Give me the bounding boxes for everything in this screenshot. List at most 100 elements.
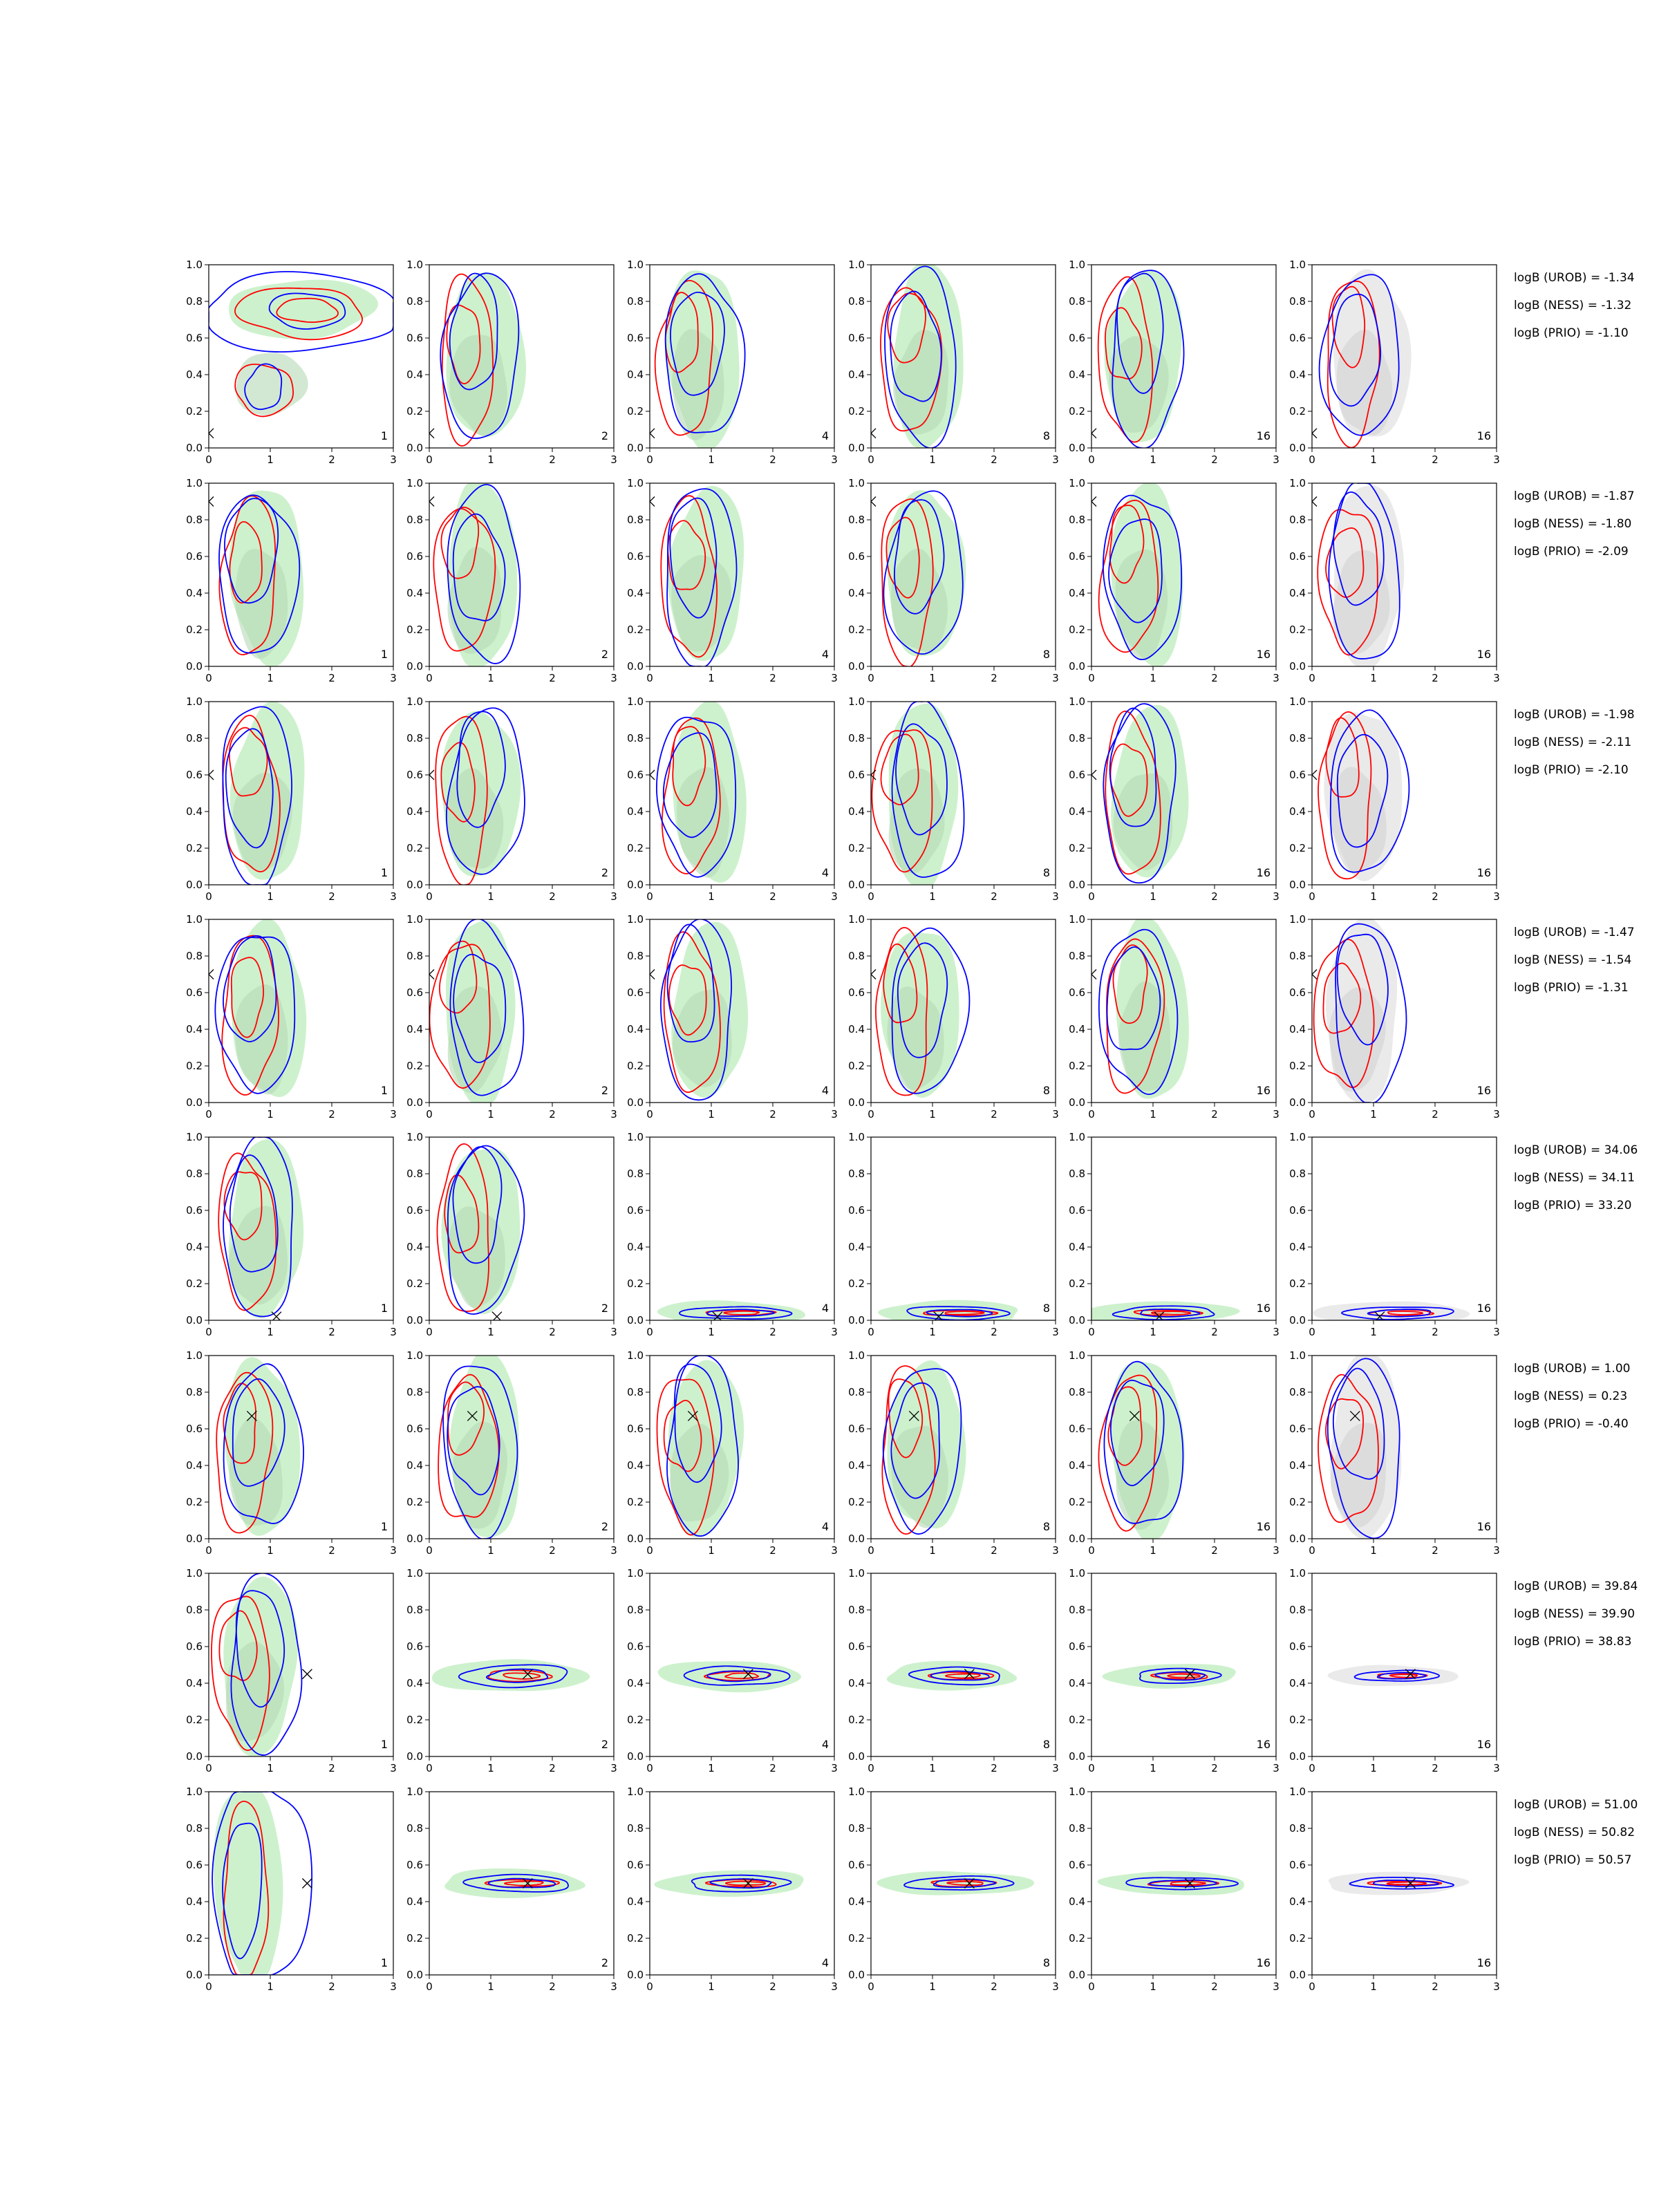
y-tick-label: 0.4	[848, 805, 865, 818]
red-contour	[446, 304, 481, 384]
panel-r8-c1: 0 1 2 3 0.0 0.2 0.4 0.6 0.8 1.0 1	[186, 1785, 397, 1993]
x-tick-label: 0	[646, 890, 653, 903]
y-tick-label: 0.4	[1289, 368, 1306, 381]
bayes-factor-label: logB (UROB) = -1.98	[1514, 708, 1635, 722]
axes-frame	[1311, 482, 1497, 667]
panel-r6-c5: 0 1 2 3 0.0 0.2 0.4 0.6 0.8 1.0 16	[1069, 1349, 1280, 1557]
red-contour	[1318, 711, 1372, 880]
y-tick-label: 0.6	[186, 986, 203, 999]
panel-row-1: 0 1 2 30.00.20.40.60.81.010 1 2 30.00.20.40.60…	[186, 259, 1634, 466]
y-tick-label: 0.2	[186, 1932, 203, 1944]
panel-number-label: 16	[1257, 1520, 1271, 1533]
y-tick-label: 0.8	[1069, 1604, 1085, 1616]
x-tick-label: 1	[708, 672, 715, 684]
y-tick-label: 0.0	[848, 1533, 865, 1545]
axes-frame	[208, 482, 394, 667]
red-contour	[667, 520, 706, 590]
blue-contour	[1098, 928, 1179, 1096]
y-tick-label: 0.6	[186, 1204, 203, 1217]
panel-number-label: 1	[381, 429, 388, 442]
y-tick-label: 0.8	[627, 1168, 644, 1180]
y-tick-label: 0.2	[1289, 1932, 1306, 1944]
red-contour	[503, 1672, 541, 1680]
x-tick-label: 1	[1150, 1544, 1156, 1557]
y-tick-label: 0.6	[1289, 1859, 1306, 1871]
axes-frame	[1311, 264, 1497, 449]
plot-area	[429, 483, 521, 666]
density-fill	[446, 768, 504, 869]
bayes-factor-label: logB (PRIO) = 33.20	[1514, 1199, 1631, 1212]
y-tick-label: 0.6	[186, 1859, 203, 1871]
plot-area	[212, 1792, 313, 1975]
red-contour	[1109, 505, 1145, 584]
blue-contour	[225, 728, 274, 849]
x-tick-label: 1	[708, 1108, 715, 1121]
y-tick-label: 1.0	[406, 1785, 423, 1798]
plot-area	[871, 702, 965, 885]
red-contour	[1313, 939, 1375, 1088]
y-tick-label: 0.4	[848, 1241, 865, 1253]
axes-frame	[649, 1573, 835, 1757]
truth-marker	[209, 428, 214, 439]
panel-number-label: 1	[381, 1084, 388, 1097]
bayes-factor-label: logB (NESS) = -1.32	[1514, 299, 1631, 312]
truth-marker	[467, 1410, 478, 1421]
x-tick-label: 2	[991, 1326, 997, 1338]
red-contour	[944, 1673, 981, 1679]
y-tick-label: 0.0	[848, 1750, 865, 1763]
y-tick-label: 0.8	[1289, 1386, 1306, 1398]
y-tick-label: 0.6	[848, 332, 865, 344]
y-tick-label: 0.2	[406, 1932, 423, 1944]
y-tick-label: 0.0	[186, 1750, 203, 1763]
y-tick-label: 0.0	[1289, 1314, 1306, 1327]
blue-contour	[230, 1573, 303, 1756]
axes-frame	[208, 919, 394, 1103]
red-contour	[436, 1143, 489, 1312]
plot-area	[1091, 270, 1185, 448]
y-tick-label: 1.0	[1289, 477, 1306, 489]
x-tick-label: 2	[991, 1762, 997, 1774]
y-tick-label: 0.4	[406, 1677, 423, 1689]
red-contour	[234, 364, 294, 418]
y-tick-label: 1.0	[627, 1567, 644, 1580]
x-tick-label: 2	[991, 1108, 997, 1121]
y-tick-label: 0.0	[1069, 1096, 1085, 1109]
y-tick-label: 0.4	[406, 805, 423, 818]
y-tick-label: 1.0	[1289, 1785, 1306, 1798]
panel-number-label: 1	[381, 648, 388, 661]
x-tick-label: 2	[1432, 672, 1438, 684]
x-tick-label: 3	[1493, 1544, 1500, 1557]
truth-marker	[1091, 969, 1097, 980]
x-tick-label: 2	[1432, 1762, 1438, 1774]
x-tick-label: 1	[1150, 890, 1156, 903]
y-tick-label: 0.0	[627, 442, 644, 454]
axes-frame	[208, 1355, 394, 1539]
panel-number-label: 8	[1043, 866, 1050, 879]
truth-marker	[964, 1878, 975, 1888]
y-tick-label: 1.0	[848, 695, 865, 708]
panel-number-label: 2	[601, 1956, 608, 1969]
y-tick-label: 0.6	[848, 986, 865, 999]
x-tick-label: 1	[487, 1326, 494, 1338]
x-tick-label: 0	[205, 453, 212, 466]
axes-frame	[870, 701, 1056, 885]
x-tick-label: 2	[1432, 1544, 1438, 1557]
y-tick-label: 0.2	[627, 1496, 644, 1508]
y-tick-label: 0.8	[406, 295, 423, 308]
plot-area	[438, 1356, 519, 1539]
y-tick-label: 0.6	[406, 986, 423, 999]
y-tick-label: 0.6	[627, 769, 644, 781]
panel-r6-c4: 0 1 2 3 0.0 0.2 0.4 0.6 0.8 1.0 8	[848, 1349, 1059, 1557]
blue-contour	[882, 1368, 962, 1535]
x-tick-label: 3	[1273, 672, 1280, 684]
y-tick-label: 0.0	[406, 1750, 423, 1763]
red-contour	[223, 1382, 256, 1464]
density-fill	[877, 1871, 1035, 1895]
x-tick-label: 0	[426, 453, 433, 466]
bayes-factor-label: logB (NESS) = -1.54	[1514, 953, 1631, 967]
axes-frame	[208, 1136, 394, 1321]
blue-contour	[1335, 923, 1407, 1103]
y-tick-label: 0.2	[1069, 1714, 1085, 1726]
plot-area	[1312, 483, 1405, 666]
panel-r3-c5: 0 1 2 3 0.0 0.2 0.4 0.6 0.8 1.0 16	[1069, 695, 1280, 903]
